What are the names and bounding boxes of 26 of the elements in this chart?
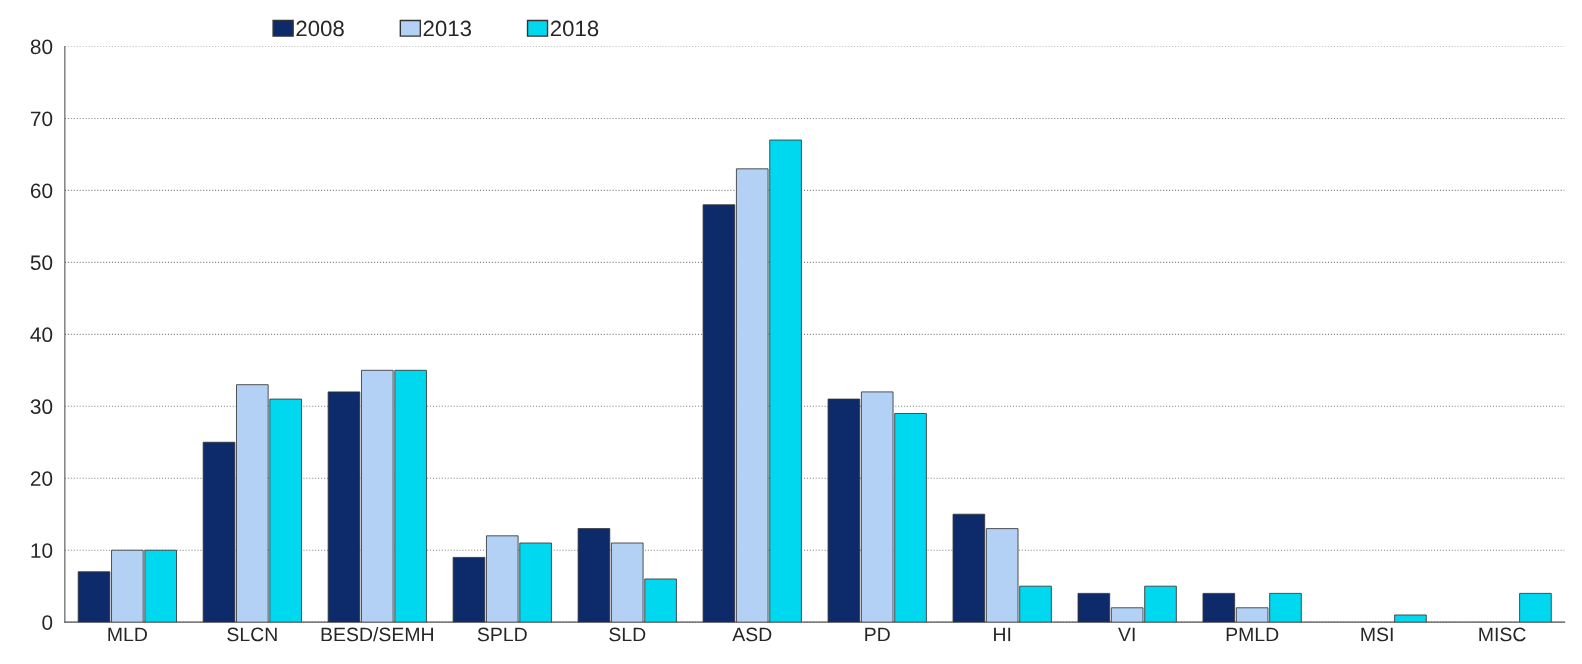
legend-label: 2008	[296, 20, 344, 37]
y-tick-label: 80	[30, 39, 53, 55]
x-tick-label: PMLD	[1226, 627, 1279, 642]
x-tick-label: MSI	[1361, 627, 1393, 642]
x-tick-label: SLCN	[227, 627, 277, 642]
x-tick-label: MLD	[108, 627, 147, 642]
y-tick-label: 70	[30, 111, 53, 127]
bar	[1519, 592, 1552, 623]
x-tick-label: ASD	[732, 627, 772, 642]
y-tick-label: 40	[30, 327, 53, 343]
y-tick-label: 20	[30, 471, 53, 486]
x-tick-label: BESD/SEMH	[321, 627, 433, 642]
legend-label: 2018	[550, 20, 599, 37]
y-tick-label: 50	[30, 255, 53, 271]
x-tick-label: VI	[1118, 627, 1135, 642]
x-tick-label: SPLD	[477, 627, 527, 642]
x-tick-label: SLD	[609, 627, 646, 642]
y-tick-label: 10	[31, 543, 53, 558]
x-tick-label: MISC	[1479, 627, 1526, 642]
bar	[1394, 614, 1427, 623]
legend-label: 2013	[423, 20, 472, 37]
y-tick-label: 0	[42, 615, 53, 630]
y-tick-label: 60	[30, 183, 53, 199]
x-tick-label: PD	[865, 627, 890, 642]
y-tick-label: 30	[30, 399, 53, 415]
x-tick-label: HI	[994, 627, 1011, 642]
